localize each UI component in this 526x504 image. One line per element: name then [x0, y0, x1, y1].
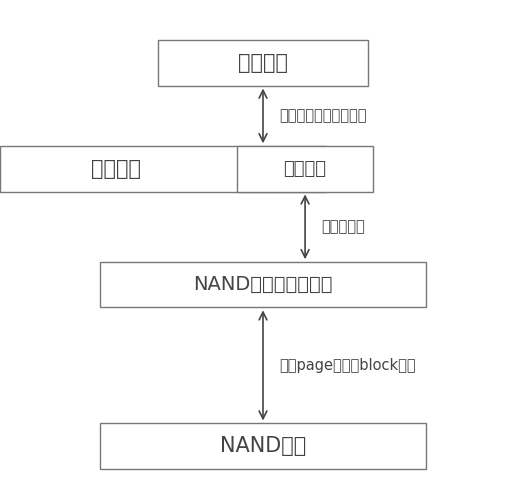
Text: NAND芯片: NAND芯片	[220, 436, 306, 456]
Text: 操作系统: 操作系统	[90, 159, 141, 179]
Text: 读写page、擦除block指令: 读写page、擦除block指令	[279, 358, 416, 373]
Text: NAND驱动与管理软件: NAND驱动与管理软件	[193, 275, 333, 294]
Text: 应用软件: 应用软件	[238, 53, 288, 73]
Bar	[100, 423, 426, 469]
Text: 读写存储块: 读写存储块	[321, 219, 365, 234]
Text: 打开、关闭、读写文件: 打开、关闭、读写文件	[279, 108, 366, 123]
Bar	[0, 146, 326, 192]
Text: 文件系统: 文件系统	[284, 160, 327, 178]
Bar	[158, 40, 368, 86]
Bar	[237, 146, 373, 192]
Bar	[100, 262, 426, 307]
